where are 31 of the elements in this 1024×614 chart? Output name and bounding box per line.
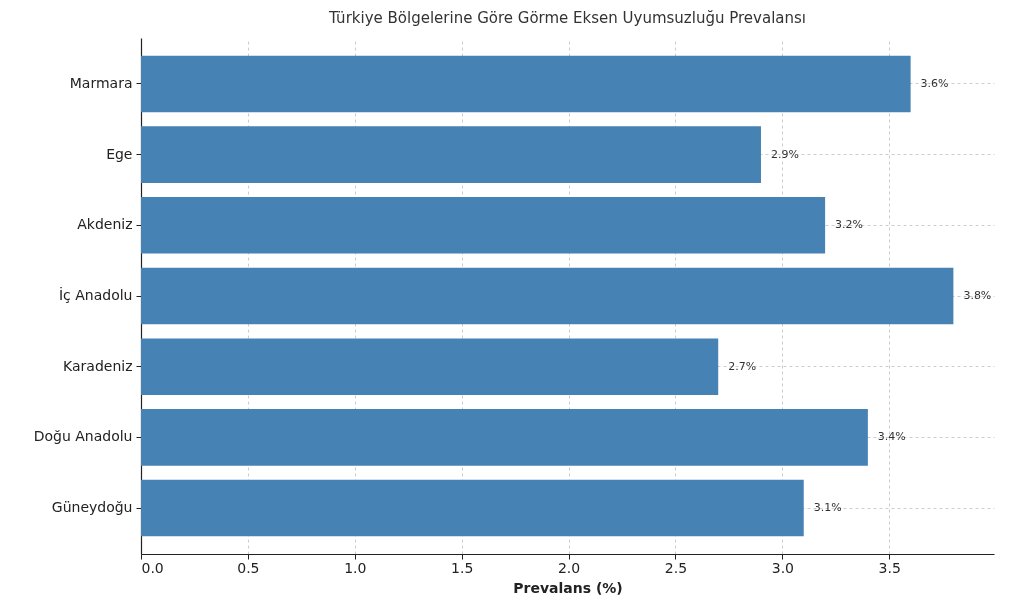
bar: [141, 197, 826, 254]
chart-title: Türkiye Bölgelerine Göre Görme Eksen Uyumsuzluğu Prevalansı: [328, 9, 806, 27]
x-tick-label: 1.5: [451, 559, 474, 576]
bar: [141, 267, 954, 325]
x-tick-label: 2.5: [664, 559, 688, 576]
data-label: 3.8%: [963, 289, 992, 302]
data-label: 3.1%: [813, 501, 842, 515]
y-tick-label: Marmara: [69, 74, 133, 91]
data-label: 2.9%: [770, 147, 799, 161]
x-tick-label: 2.0: [557, 559, 581, 576]
x-tick-label: 0.0: [141, 559, 164, 576]
y-tick-label: Karadeniz: [63, 357, 133, 374]
x-axis-title: Prevalans (%): [513, 579, 623, 596]
bar: [141, 55, 911, 113]
x-tick-label: 0.5: [237, 559, 260, 576]
bar: [141, 126, 761, 183]
data-label: 3.6%: [920, 76, 949, 90]
bar: [141, 409, 868, 466]
x-tick-label: 1.0: [344, 559, 367, 576]
bar: [141, 479, 804, 537]
y-tick-label: İç Anadolu: [58, 286, 133, 303]
y-tick-label: Güneydoğu: [51, 499, 133, 516]
x-tick-label: 3.5: [878, 559, 901, 576]
data-label: 2.7%: [728, 359, 757, 373]
x-tick-label: 3.0: [771, 559, 794, 576]
data-label: 3.2%: [835, 218, 864, 232]
y-tick-label: Ege: [106, 145, 133, 162]
y-tick-label: Akdeniz: [77, 216, 133, 233]
bar: [141, 338, 719, 395]
data-label: 3.4%: [877, 430, 906, 444]
y-tick-label: Doğu Anadolu: [33, 428, 133, 445]
